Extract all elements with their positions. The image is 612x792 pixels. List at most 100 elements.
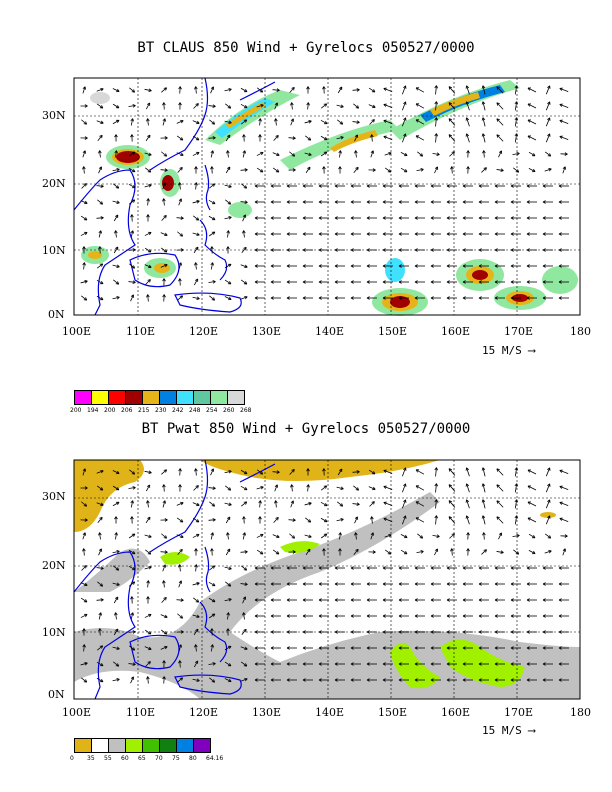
wind-arrow-head (116, 582, 120, 586)
wind-arrow-head (115, 214, 119, 219)
wind-arrow-head (382, 280, 386, 284)
wind-arrow-head (228, 88, 232, 92)
wind-arrow-head (338, 150, 342, 154)
wind-arrow-head (147, 631, 152, 635)
wind-arrow-head (430, 614, 434, 618)
wind-arrow (320, 151, 328, 157)
wind-arrow-head (446, 248, 450, 252)
wind-arrow-head (494, 614, 498, 618)
wind-arrow-head (559, 135, 563, 139)
wind-arrow-head (434, 515, 438, 519)
wind-arrow-head (99, 105, 104, 109)
wind-arrow (241, 183, 247, 189)
wind-arrow-head (194, 278, 199, 282)
wind-arrow (383, 103, 393, 109)
wind-arrow-head (84, 613, 88, 618)
wind-arrow (224, 678, 232, 682)
wind-arrow-head (179, 677, 184, 681)
wind-arrow-head (242, 596, 247, 600)
colorbar-swatch (74, 390, 92, 405)
wind-arrow-head (227, 548, 231, 553)
wind-arrow-head (162, 500, 167, 504)
wind-arrow-head (163, 469, 168, 473)
wind-arrow-head (383, 469, 387, 473)
wind-arrow-head (132, 184, 136, 189)
wind-arrow (96, 185, 104, 187)
wind-arrow-head (419, 535, 424, 539)
wind-arrow-head (446, 200, 450, 204)
wind-arrow-head (196, 614, 200, 619)
wind-arrow-head (558, 678, 562, 682)
wind-arrow (307, 484, 309, 492)
wind-arrow-head (371, 501, 375, 505)
wind-arrow-head (318, 200, 322, 204)
wind-arrow (192, 678, 200, 682)
wind-arrow (208, 215, 216, 221)
wind-arrow-head (462, 184, 466, 188)
wind-arrow (307, 102, 309, 110)
wind-arrow (145, 279, 151, 285)
wind-arrow (225, 199, 231, 205)
wind-arrow-head (270, 614, 274, 618)
wind-arrow (115, 532, 117, 540)
wind-arrow-head (372, 104, 376, 109)
wind-arrow (256, 469, 264, 475)
wind-arrow (193, 485, 199, 491)
wind-arrow (402, 117, 406, 127)
wind-arrow (242, 532, 246, 540)
wind-arrow-head (494, 280, 498, 284)
wind-arrow (97, 517, 103, 523)
wind-arrow-head (99, 201, 104, 205)
wind-arrow (147, 580, 149, 588)
wind-arrow-head (180, 152, 184, 157)
coastline (73, 77, 276, 316)
wind-arrow (113, 183, 119, 189)
wind-arrow-head (130, 294, 135, 298)
wind-arrow (402, 483, 406, 493)
wind-arrow-head (324, 502, 328, 507)
wind-arrow (482, 101, 486, 111)
wind-arrow (192, 215, 200, 221)
wind-arrow-head (514, 85, 519, 89)
wind-arrow-head (178, 580, 183, 584)
wind-arrow-head (82, 150, 87, 154)
wind-arrow (195, 644, 197, 652)
wind-arrow (337, 119, 343, 125)
wind-arrow-head (339, 86, 343, 91)
wind-arrow-head (254, 646, 258, 650)
wind-arrow-head (162, 198, 166, 202)
wind-arrow (129, 469, 135, 475)
wind-arrow-head (100, 296, 104, 301)
colorbar-label: 194 (87, 407, 99, 414)
wind-arrow (272, 534, 280, 538)
wind-arrow-head (387, 169, 392, 173)
wind-arrow-head (448, 118, 453, 122)
wind-arrow-head (478, 582, 482, 586)
wind-arrow (144, 167, 152, 173)
wind-arrow (192, 597, 200, 603)
wind-arrow-head (542, 646, 546, 650)
wind-arrow (208, 199, 216, 205)
wind-arrow-head (244, 470, 248, 475)
wind-arrow-head (290, 500, 295, 504)
wind-arrow-head (302, 678, 306, 682)
wind-arrow (417, 533, 423, 539)
wind-arrow-head (100, 678, 104, 683)
wind-arrow-head (194, 660, 199, 664)
wind-arrow (273, 135, 279, 141)
wind-arrow-head (244, 88, 248, 93)
wind-arrow (256, 167, 264, 173)
wind-arrow-head (146, 118, 150, 122)
wind-arrow (466, 85, 470, 95)
wind-arrow-head (526, 678, 530, 682)
wind-arrow-head (212, 662, 216, 666)
wind-arrow (128, 581, 136, 587)
wind-arrow-head (254, 614, 258, 618)
wind-arrow-head (371, 119, 375, 123)
wind-arrow (163, 580, 165, 588)
panel2-title: BT Pwat 850 Wind + Gyrelocs 050527/0000 (141, 421, 471, 437)
wind-arrow (402, 101, 406, 111)
wind-arrow (482, 117, 486, 127)
wind-arrow-head (307, 548, 311, 553)
wind-arrow (496, 102, 504, 110)
